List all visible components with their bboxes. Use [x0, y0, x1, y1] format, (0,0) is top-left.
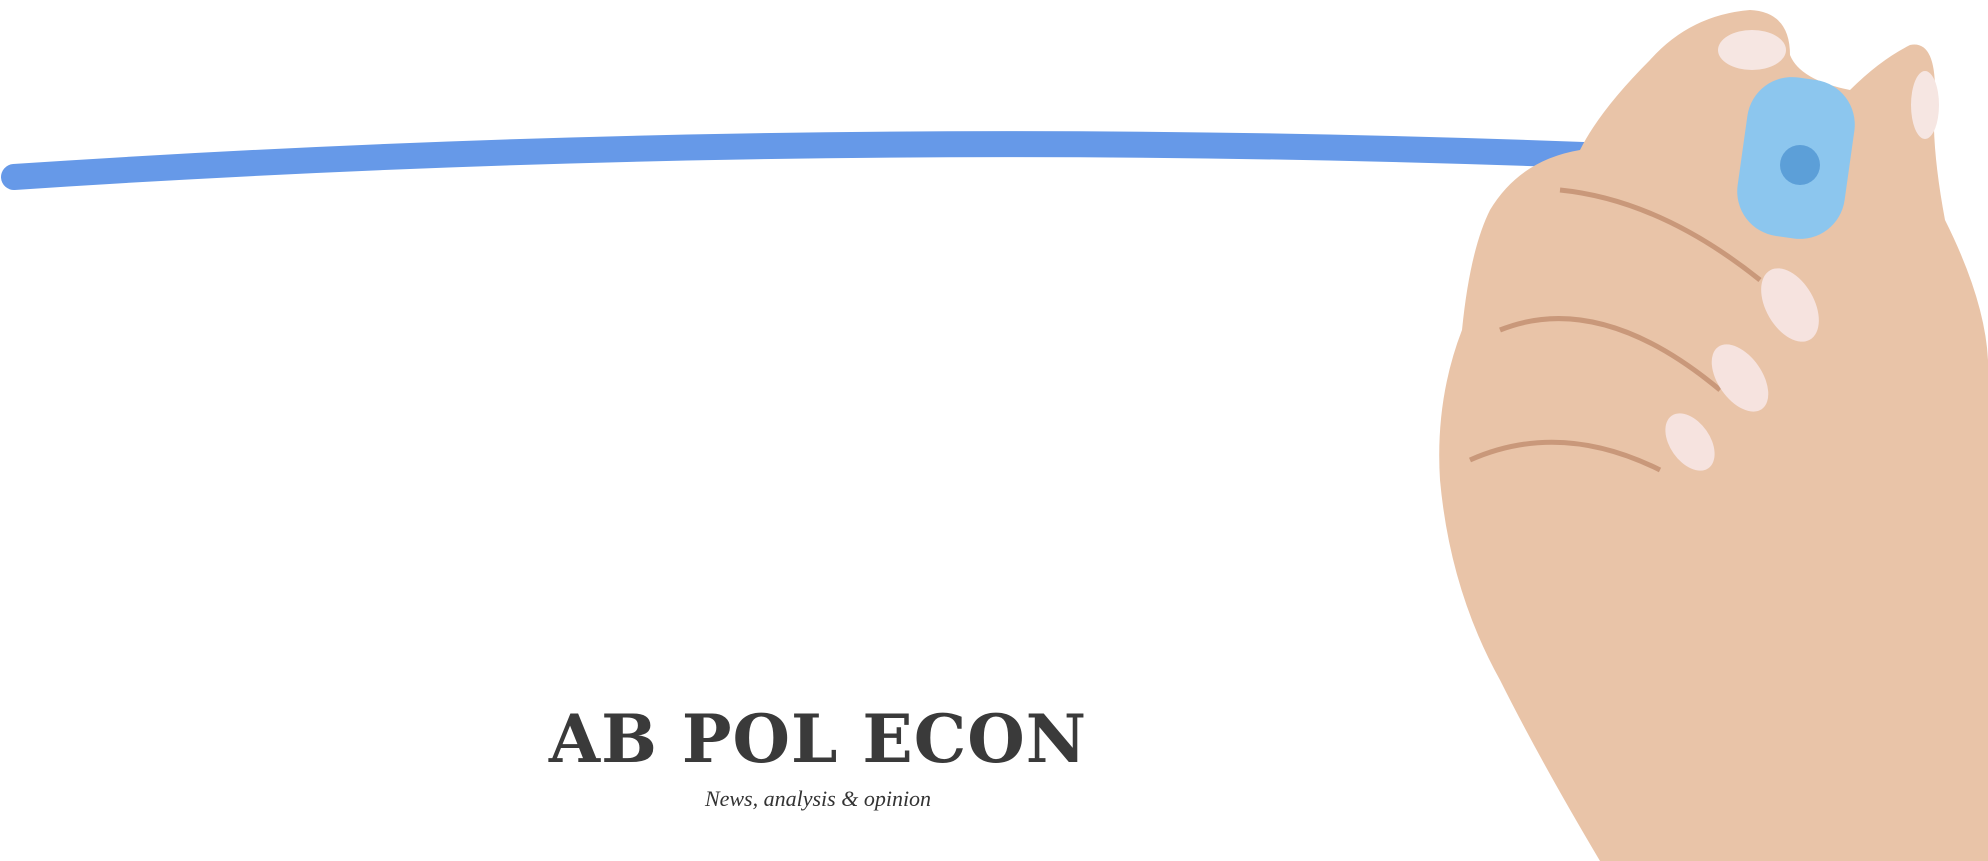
- marker-stroke: [1, 131, 1821, 190]
- hand: [1439, 10, 1988, 861]
- site-tagline: News, analysis & opinion: [704, 786, 932, 811]
- site-title: AB POL ECON: [548, 700, 1088, 778]
